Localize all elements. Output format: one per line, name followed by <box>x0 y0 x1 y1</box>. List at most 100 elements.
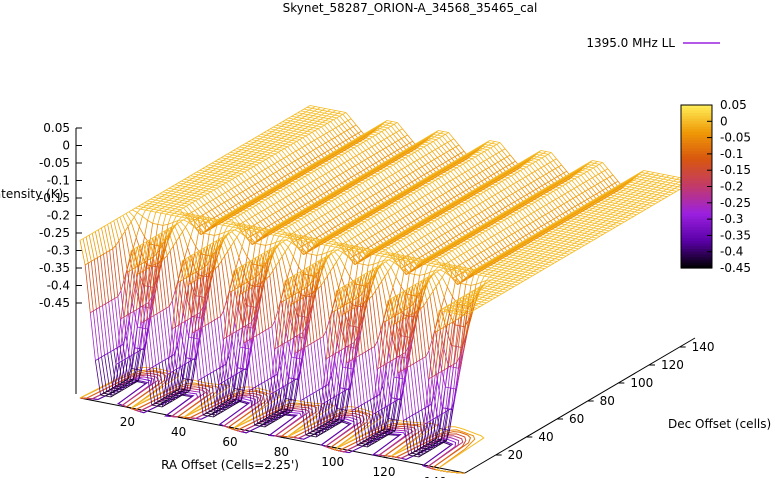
mesh-segment <box>417 249 423 257</box>
mesh-segment <box>588 214 594 217</box>
mesh-segment <box>536 245 542 247</box>
mesh-segment <box>483 250 490 258</box>
mesh-segment <box>438 236 445 244</box>
mesh-segment <box>198 174 204 177</box>
mesh-segment <box>458 175 465 183</box>
mesh-segment <box>207 169 214 171</box>
mesh-segment <box>372 295 378 341</box>
mesh-segment <box>340 133 347 141</box>
mesh-segment <box>421 143 428 146</box>
mesh-segment <box>622 206 628 209</box>
mesh-segment <box>650 173 657 176</box>
mesh-segment <box>382 179 389 187</box>
mesh-segment <box>478 213 485 221</box>
mesh-segment <box>449 150 456 157</box>
mesh-segment <box>367 248 373 250</box>
mesh-segment <box>539 177 546 185</box>
mesh-segment <box>138 348 144 381</box>
mesh-segment <box>230 151 236 154</box>
mesh-segment <box>662 183 668 186</box>
mesh-segment <box>665 193 671 196</box>
mesh-segment <box>357 262 364 265</box>
mesh-segment <box>553 160 559 168</box>
mesh-segment <box>335 246 341 249</box>
mesh-segment <box>575 196 582 204</box>
mesh-segment <box>148 256 155 303</box>
mesh-segment <box>431 222 438 230</box>
mesh-segment <box>576 169 583 171</box>
mesh-segment <box>315 106 321 108</box>
mesh-segment <box>538 159 545 167</box>
mesh-segment <box>513 183 519 191</box>
mesh-segment <box>584 190 591 198</box>
mesh-segment <box>275 266 282 300</box>
mesh-segment <box>479 234 486 242</box>
mesh-segment <box>489 140 495 142</box>
mesh-segment <box>195 176 201 179</box>
mesh-segment <box>509 280 516 283</box>
mesh-segment <box>357 204 364 211</box>
mesh-segment <box>168 211 175 214</box>
mesh-segment <box>367 219 374 227</box>
mesh-segment <box>533 158 540 161</box>
mesh-segment <box>468 200 474 208</box>
mesh-segment <box>236 172 242 175</box>
mesh-segment <box>629 198 635 201</box>
mesh-segment <box>335 216 342 224</box>
mesh-segment <box>623 190 629 192</box>
mesh-segment <box>240 165 246 168</box>
mesh-segment <box>338 214 345 222</box>
mesh-segment <box>341 243 347 245</box>
mesh-segment <box>366 198 373 206</box>
mesh-segment <box>178 194 184 197</box>
mesh-segment <box>280 130 286 133</box>
mesh-segment <box>494 163 501 171</box>
mesh-segment <box>446 286 453 297</box>
mesh-segment <box>604 224 611 227</box>
mesh-segment <box>313 180 319 188</box>
mesh-segment <box>661 187 667 190</box>
mesh-segment <box>421 166 428 174</box>
mesh-segment <box>565 248 571 251</box>
mesh-segment <box>631 213 637 216</box>
mesh-segment <box>268 197 274 205</box>
mesh-segment <box>161 196 168 198</box>
mesh-segment <box>550 192 556 200</box>
mesh-segment <box>306 224 312 232</box>
mesh-segment <box>122 215 129 227</box>
mesh-segment <box>511 271 518 274</box>
mesh-segment <box>587 231 593 233</box>
mesh-segment <box>541 157 548 165</box>
mesh-segment <box>418 168 425 175</box>
mesh-segment <box>512 266 519 269</box>
mesh-segment <box>497 275 503 278</box>
mesh-segment <box>396 162 402 170</box>
mesh-segment <box>495 184 502 192</box>
mesh-segment <box>353 188 359 195</box>
mesh-segment <box>562 185 569 193</box>
mesh-segment <box>393 223 400 230</box>
mesh-segment <box>192 190 198 192</box>
mesh-segment <box>589 221 595 224</box>
mesh-segment <box>384 187 391 195</box>
mesh-segment <box>344 266 351 277</box>
mesh-segment <box>202 168 208 170</box>
mesh-segment <box>273 234 280 237</box>
mesh-segment <box>357 145 363 153</box>
mesh-segment <box>613 212 619 214</box>
mesh-segment <box>355 165 361 173</box>
mesh-segment <box>176 203 182 206</box>
mesh-segment <box>386 168 393 176</box>
mesh-segment <box>300 228 306 236</box>
mesh-segment <box>285 143 291 146</box>
mesh-segment <box>599 211 606 214</box>
mesh-segment <box>559 235 566 238</box>
mesh-segment <box>633 192 639 194</box>
mesh-segment <box>493 294 499 297</box>
mesh-segment <box>568 246 574 249</box>
mesh-segment <box>650 185 657 188</box>
mesh-segment <box>594 185 600 193</box>
mesh-segment <box>356 186 363 194</box>
mesh-segment <box>438 281 445 298</box>
mesh-segment <box>210 240 217 259</box>
